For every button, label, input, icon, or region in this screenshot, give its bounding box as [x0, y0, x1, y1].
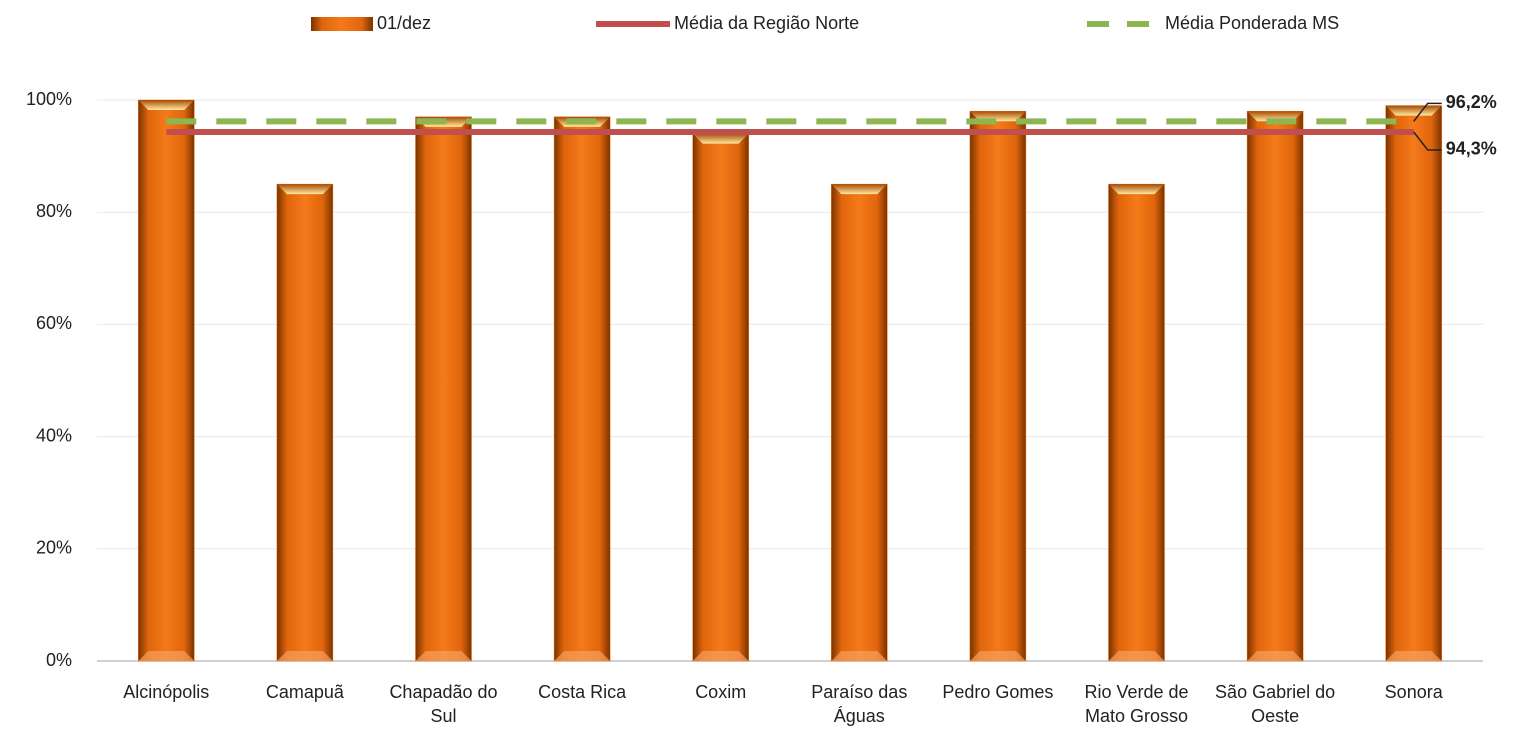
bar-bevel	[831, 184, 888, 195]
bar-group	[415, 116, 472, 662]
bar	[831, 183, 888, 662]
label-leader	[1413, 102, 1442, 122]
bar-bevel	[969, 651, 1026, 661]
legend-label: 01/dez	[377, 13, 431, 33]
bar-group	[1385, 105, 1442, 662]
bar-bevel	[692, 133, 749, 144]
x-tick-label: Pedro Gomes	[942, 682, 1053, 702]
x-tick-label: Alcinópolis	[123, 682, 209, 702]
y-tick-label: 60%	[36, 313, 72, 333]
x-tick-label: Sonora	[1385, 682, 1444, 702]
bar-group	[553, 116, 611, 662]
bar-group	[831, 183, 888, 662]
bar-group	[1108, 183, 1165, 662]
y-tick-label: 40%	[36, 425, 72, 445]
legend-label: Média da Região Norte	[674, 13, 859, 33]
legend-label: Média Ponderada MS	[1165, 13, 1339, 33]
bar-bevel	[276, 184, 333, 195]
bar	[692, 133, 749, 662]
bar	[553, 116, 611, 662]
value-label: 94,3%	[1446, 139, 1497, 159]
bar-bevel	[554, 651, 611, 661]
x-tick-label: São Gabriel do Oeste	[1215, 682, 1335, 726]
legend-swatch	[311, 17, 373, 31]
bar-bevel	[1385, 105, 1442, 116]
bar-bevel	[1108, 184, 1165, 195]
bar-bevel	[276, 651, 333, 661]
x-tick-label: Paraíso das Águas	[811, 682, 907, 726]
bar-bevel	[1247, 651, 1304, 661]
bar-group	[1246, 110, 1304, 662]
y-tick-label: 0%	[46, 650, 72, 670]
bar-bevel	[138, 651, 195, 661]
x-tick-label: Camapuã	[266, 682, 345, 702]
bar	[1385, 105, 1442, 662]
bar-bevel	[692, 651, 749, 661]
bar-bevel	[1385, 651, 1442, 661]
bar	[969, 110, 1027, 662]
x-tick-label: Coxim	[695, 682, 746, 702]
y-tick-label: 80%	[36, 201, 72, 221]
x-tick-label: Costa Rica	[538, 682, 627, 702]
x-tick-label: Chapadão do Sul	[389, 682, 497, 726]
bar-group	[969, 110, 1027, 662]
bar	[276, 183, 334, 662]
bar-bevel	[138, 100, 195, 110]
bar-bevel	[415, 651, 472, 661]
value-label: 96,2%	[1446, 92, 1497, 112]
bar	[1108, 183, 1165, 662]
bar-group	[276, 183, 334, 662]
bar	[415, 116, 472, 662]
bar-group	[138, 99, 195, 662]
bar-bevel	[1108, 651, 1165, 661]
bar	[1246, 110, 1304, 662]
bar-group	[692, 133, 749, 662]
x-tick-label: Rio Verde de Mato Grosso	[1084, 682, 1188, 726]
bar	[138, 99, 195, 662]
y-tick-label: 20%	[36, 538, 72, 558]
label-leader	[1413, 131, 1442, 151]
bar-bevel	[831, 651, 888, 661]
y-tick-label: 100%	[26, 89, 72, 109]
